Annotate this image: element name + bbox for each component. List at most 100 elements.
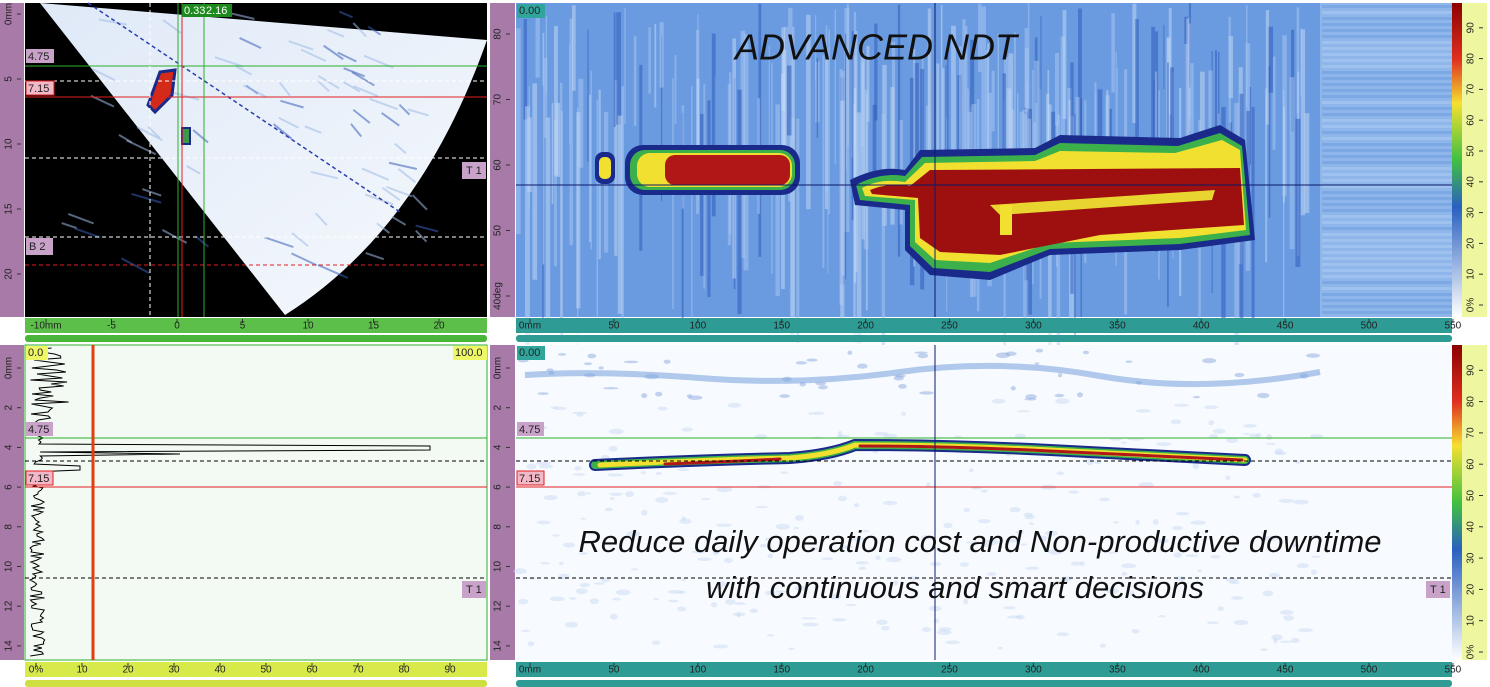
texture <box>535 9 540 78</box>
scan-area <box>516 345 1452 660</box>
texture <box>659 22 664 88</box>
texture <box>913 62 919 193</box>
texture <box>609 497 615 501</box>
texture <box>834 9 837 165</box>
texture <box>716 523 732 527</box>
texture <box>1322 287 1452 290</box>
ruler-label: 20 <box>433 321 445 332</box>
texture <box>528 86 530 210</box>
texture <box>943 522 953 529</box>
texture <box>930 561 942 567</box>
texture <box>711 33 716 217</box>
texture <box>845 33 847 280</box>
ruler-label: 5 <box>4 76 15 82</box>
texture <box>1322 47 1452 50</box>
label-box <box>25 80 55 96</box>
texture <box>1188 23 1191 132</box>
texture <box>667 590 683 594</box>
texture <box>759 543 767 548</box>
scrollbar[interactable] <box>25 680 487 687</box>
texture <box>1234 372 1245 378</box>
texture <box>986 572 997 576</box>
texture <box>317 263 349 279</box>
texture <box>947 50 949 233</box>
texture <box>351 71 375 87</box>
texture <box>553 25 558 176</box>
texture <box>727 402 742 408</box>
texture <box>779 394 790 398</box>
texture <box>549 596 565 602</box>
min-label: 0.0 <box>28 347 43 359</box>
texture <box>898 384 907 389</box>
texture <box>1322 191 1452 194</box>
texture <box>754 434 767 440</box>
texture <box>1029 522 1034 525</box>
texture <box>959 562 970 567</box>
texture <box>936 629 952 635</box>
texture <box>398 103 411 116</box>
texture <box>1057 373 1063 378</box>
texture <box>997 646 1003 650</box>
ruler-label: 4 <box>4 444 15 450</box>
texture <box>141 188 162 197</box>
texture <box>1322 227 1452 230</box>
texture <box>572 411 588 415</box>
texture <box>686 394 693 398</box>
palette <box>1452 3 1462 317</box>
texture <box>980 489 988 493</box>
scrollbar[interactable] <box>516 680 1452 687</box>
texture <box>239 37 262 50</box>
texture <box>775 104 780 297</box>
texture <box>91 67 116 82</box>
texture <box>518 598 529 605</box>
texture <box>1322 11 1452 14</box>
texture <box>700 497 711 501</box>
texture <box>1322 203 1452 206</box>
texture <box>352 22 367 38</box>
cursor-label: 2.16 <box>206 5 227 17</box>
ruler-label: 5 <box>240 321 246 332</box>
texture <box>755 505 768 509</box>
ruler-label: 300 <box>1025 321 1042 332</box>
texture <box>940 4 943 177</box>
texture <box>593 582 605 585</box>
ruler-label: 0% <box>29 665 44 676</box>
texture <box>775 590 787 593</box>
texture <box>1233 620 1249 626</box>
texture <box>1040 15 1042 221</box>
ruler-label: 60 <box>1466 114 1477 126</box>
ruler-label: 150 <box>773 665 790 676</box>
texture <box>681 516 686 521</box>
texture <box>1055 52 1060 126</box>
texture <box>1206 621 1220 625</box>
texture <box>291 232 309 247</box>
texture <box>1077 8 1082 192</box>
ruler-label: 70 <box>1466 83 1477 95</box>
scrollbar[interactable] <box>25 335 487 342</box>
ruler-label: 40 <box>1466 521 1477 533</box>
texture <box>1004 57 1009 190</box>
texture <box>837 495 847 502</box>
texture <box>1322 89 1452 92</box>
texture <box>616 12 621 125</box>
texture <box>1251 106 1255 326</box>
texture <box>818 385 828 390</box>
texture <box>317 80 330 92</box>
texture <box>278 81 291 97</box>
scrollbar[interactable] <box>516 335 1452 342</box>
texture <box>1306 353 1320 358</box>
ruler-label: 8 <box>4 524 15 530</box>
texture <box>660 36 663 201</box>
ruler-label: 10 <box>493 561 504 573</box>
texture <box>612 597 621 601</box>
texture <box>1322 179 1452 182</box>
texture <box>857 363 868 369</box>
texture <box>1174 403 1190 407</box>
texture <box>1192 396 1201 399</box>
texture <box>788 647 795 651</box>
texture <box>263 236 294 248</box>
texture <box>326 28 345 38</box>
ruler-label: 200 <box>857 321 874 332</box>
label-box <box>26 238 53 255</box>
texture <box>1056 632 1069 637</box>
